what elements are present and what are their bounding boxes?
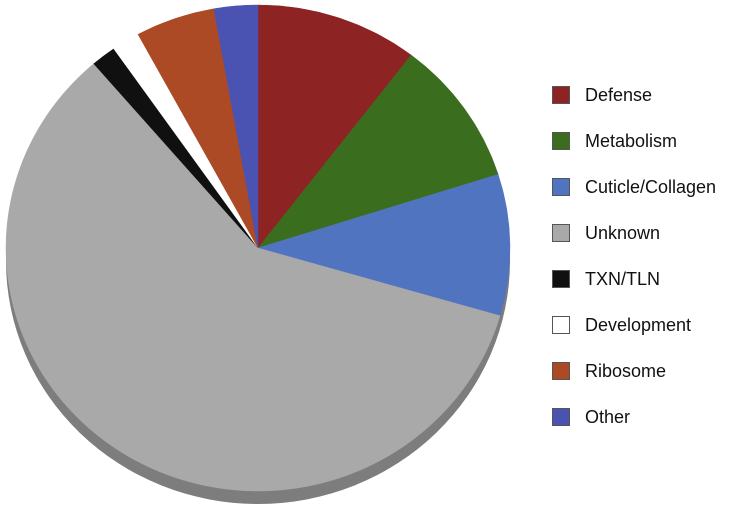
legend-swatch bbox=[552, 270, 570, 288]
legend-label: Metabolism bbox=[585, 131, 678, 151]
legend-label: TXN/TLN bbox=[585, 269, 661, 289]
pie-slice-other bbox=[213, 4, 259, 249]
pie-slice-cuticle-collagen bbox=[257, 174, 511, 317]
legend-swatch bbox=[552, 362, 570, 380]
legend-swatch bbox=[552, 316, 570, 334]
legend-label: Defense bbox=[585, 85, 653, 105]
legend-swatch bbox=[552, 408, 570, 426]
legend-label: Cuticle/Collagen bbox=[585, 177, 717, 197]
pie-slice-metabolism bbox=[257, 54, 499, 249]
legend-label: Development bbox=[585, 315, 692, 335]
legend-swatch bbox=[552, 178, 570, 196]
legend-label: Ribosome bbox=[585, 361, 667, 381]
legend-swatch bbox=[552, 224, 570, 242]
legend-swatch bbox=[552, 86, 570, 104]
pie-slice-unknown bbox=[5, 63, 501, 492]
legend-swatch bbox=[552, 132, 570, 150]
legend-label: Other bbox=[585, 407, 631, 427]
pie-slices bbox=[5, 4, 511, 492]
legend-label: Unknown bbox=[585, 223, 661, 243]
pie-slice-defense bbox=[257, 4, 412, 249]
